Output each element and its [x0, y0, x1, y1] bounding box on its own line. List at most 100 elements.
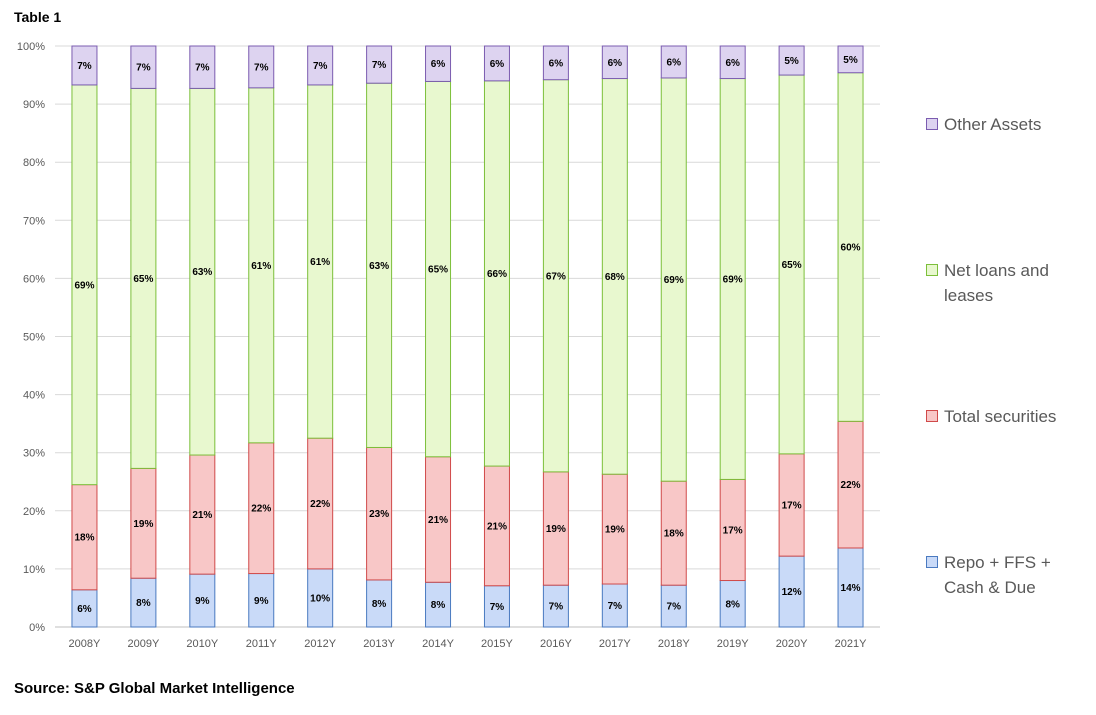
data-label: 23% — [369, 509, 389, 520]
bar-segment — [719, 45, 746, 80]
data-label: 69% — [723, 274, 743, 285]
bar-segment — [130, 87, 157, 469]
data-label: 7% — [490, 602, 505, 613]
data-label: 8% — [431, 600, 446, 611]
x-tick-label: 2020Y — [776, 638, 808, 650]
data-label: 6% — [667, 57, 682, 68]
data-label: 22% — [251, 504, 271, 515]
bar-segment — [248, 442, 275, 575]
data-label: 7% — [372, 60, 387, 71]
data-label: 5% — [843, 55, 858, 66]
data-label: 22% — [310, 499, 330, 510]
bar-segment — [189, 573, 216, 628]
data-label: 8% — [725, 599, 740, 610]
x-tick-label: 2015Y — [481, 638, 513, 650]
bar-segment — [778, 45, 805, 76]
data-label: 14% — [841, 583, 861, 594]
data-label: 9% — [195, 596, 210, 607]
y-tick-label: 60% — [23, 273, 45, 285]
data-label: 6% — [490, 59, 505, 70]
bar-segment — [307, 568, 334, 628]
data-label: 68% — [605, 272, 625, 283]
bar-segment — [307, 45, 334, 86]
bar-segment — [719, 478, 746, 582]
bar-segment — [601, 473, 628, 585]
bar-segment — [601, 45, 628, 80]
data-label: 7% — [313, 61, 328, 72]
data-label: 8% — [136, 598, 151, 609]
data-label: 61% — [251, 261, 271, 272]
data-label: 19% — [546, 524, 566, 535]
bar-segment — [425, 581, 452, 628]
bar-segment — [189, 454, 216, 575]
bar-segment — [130, 577, 157, 628]
x-tick-label: 2013Y — [363, 638, 395, 650]
data-label: 12% — [782, 587, 802, 598]
bar-segment — [248, 573, 275, 628]
data-label: 63% — [192, 267, 212, 278]
data-label: 10% — [310, 593, 330, 604]
bar-segment — [189, 45, 216, 89]
legend-item: Total securities — [926, 404, 1084, 429]
data-label: 9% — [254, 596, 269, 607]
data-label: 69% — [74, 280, 94, 291]
data-label: 21% — [428, 515, 448, 526]
bar-segment — [366, 45, 393, 84]
bar-segment — [71, 84, 98, 486]
data-label: 69% — [664, 275, 684, 286]
data-label: 65% — [133, 274, 153, 285]
y-tick-label: 70% — [23, 215, 45, 227]
bar-segment — [248, 87, 275, 444]
y-tick-label: 10% — [23, 564, 45, 576]
legend-label: Total securities — [944, 407, 1057, 426]
bar-segment — [366, 446, 393, 581]
legend-item: Net loans and leases — [926, 258, 1084, 308]
data-label: 65% — [428, 265, 448, 276]
data-label: 66% — [487, 269, 507, 280]
data-label: 6% — [608, 58, 623, 69]
y-tick-label: 40% — [23, 390, 45, 402]
bar-segment — [837, 45, 864, 74]
y-tick-label: 80% — [23, 157, 45, 169]
data-label: 21% — [487, 521, 507, 532]
legend-label: Net loans and leases — [944, 261, 1049, 305]
bar-segment — [130, 467, 157, 579]
bar-segment — [366, 82, 393, 448]
bar-segment — [660, 480, 687, 586]
data-label: 8% — [372, 599, 387, 610]
bar-segment — [189, 87, 216, 456]
y-tick-label: 0% — [29, 622, 45, 634]
data-label: 6% — [725, 58, 740, 69]
data-label: 60% — [841, 243, 861, 254]
bar-segment — [719, 580, 746, 628]
legend-swatch — [926, 556, 938, 568]
bar-segment — [425, 456, 452, 583]
x-tick-label: 2012Y — [304, 638, 336, 650]
bar-segment — [71, 484, 98, 591]
data-label: 17% — [723, 525, 743, 536]
x-tick-label: 2014Y — [422, 638, 454, 650]
data-label: 22% — [841, 480, 861, 491]
bar-segment — [307, 437, 334, 570]
data-label: 7% — [77, 61, 92, 72]
data-label: 6% — [431, 59, 446, 70]
data-label: 19% — [605, 525, 625, 536]
data-label: 18% — [74, 533, 94, 544]
bar-segment — [307, 84, 334, 439]
data-label: 19% — [133, 519, 153, 530]
source-note: Source: S&P Global Market Intelligence — [14, 680, 295, 697]
bar-segment — [483, 80, 510, 467]
data-label: 6% — [549, 58, 564, 69]
bar-segment — [778, 74, 805, 455]
chart-title: Table 1 — [14, 9, 62, 25]
x-tick-label: 2010Y — [186, 638, 218, 650]
data-label: 65% — [782, 260, 802, 271]
bar-segment — [837, 420, 864, 549]
data-label: 18% — [664, 529, 684, 540]
legend-item: Repo + FFS + Cash & Due — [926, 550, 1084, 600]
bar-segment — [425, 45, 452, 82]
bar-segment — [71, 45, 98, 86]
bar-segment — [719, 78, 746, 480]
data-label: 7% — [549, 602, 564, 613]
bar-segment — [248, 45, 275, 89]
